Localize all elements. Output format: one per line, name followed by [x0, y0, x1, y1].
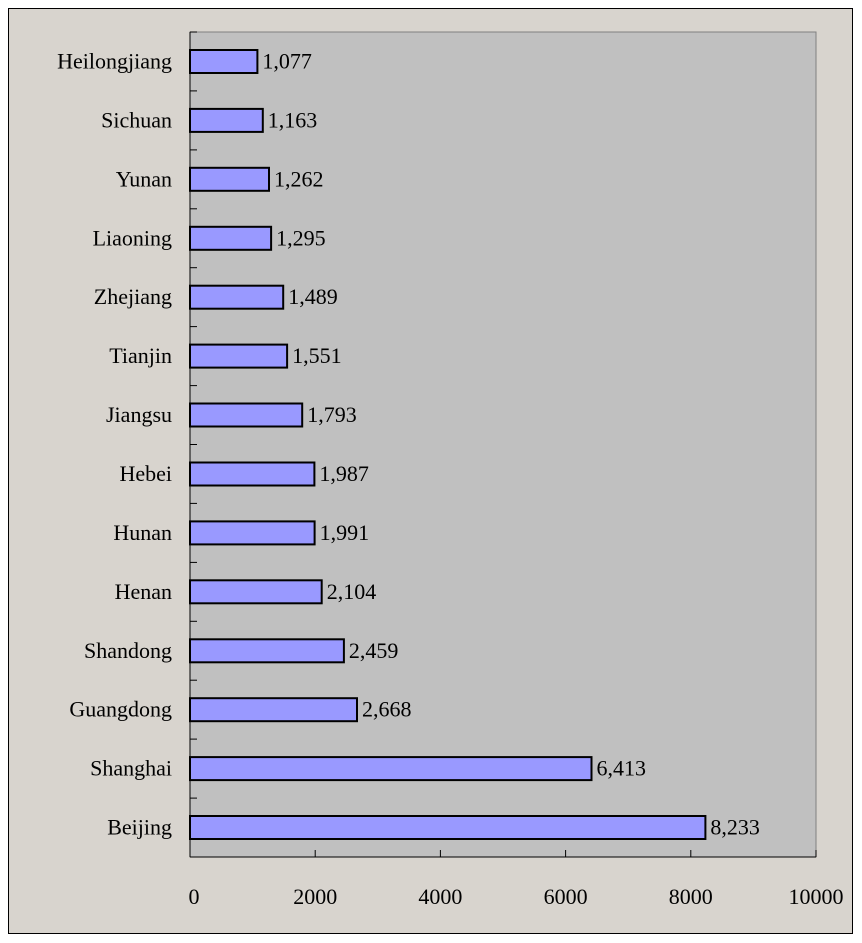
category-label: Heilongjiang	[57, 49, 172, 74]
bar-zhejiang	[189, 284, 285, 310]
value-label: 1,262	[274, 166, 324, 191]
x-tick-label: 6000	[544, 884, 588, 909]
category-label: Zhejiang	[94, 284, 172, 309]
category-label: Guangdong	[69, 697, 172, 722]
category-label: Shanghai	[90, 756, 172, 781]
category-label: Hunan	[113, 520, 172, 545]
x-tick-label: 8000	[669, 884, 713, 909]
value-label: 1,163	[268, 107, 318, 132]
x-tick-label: 10000	[789, 884, 844, 909]
category-label: Beijing	[107, 815, 172, 840]
category-label: Yunan	[116, 166, 172, 191]
value-label: 2,104	[327, 579, 377, 604]
bar-liaoning	[189, 225, 273, 251]
x-tick-label: 4000	[418, 884, 462, 909]
category-label: Shandong	[84, 638, 172, 663]
x-tick-label: 0	[189, 884, 200, 909]
bar-shandong	[189, 638, 345, 664]
bar-jiangsu	[189, 402, 304, 428]
bar-henan	[189, 579, 323, 605]
value-label: 1,987	[319, 461, 369, 486]
value-label: 2,459	[349, 638, 399, 663]
value-label: 8,233	[710, 815, 760, 840]
bar-heilongjiang	[189, 49, 259, 74]
category-label: Henan	[115, 579, 172, 604]
bar-shanghai	[189, 756, 593, 782]
value-label: 1,489	[288, 284, 338, 309]
bar-sichuan	[189, 107, 264, 133]
value-label: 1,793	[307, 402, 357, 427]
category-label: Sichuan	[101, 107, 172, 132]
value-label: 1,295	[276, 225, 326, 250]
category-label: Liaoning	[93, 225, 172, 250]
value-label: 6,413	[597, 756, 647, 781]
value-label: 1,991	[320, 520, 370, 545]
bar-beijing	[189, 815, 707, 840]
x-tick-label: 2000	[293, 884, 337, 909]
value-label: 1,077	[262, 49, 312, 74]
bar-hebei	[189, 461, 316, 487]
bar-hunan	[189, 520, 316, 546]
category-label: Hebei	[119, 461, 172, 486]
category-label: Tianjin	[109, 343, 172, 368]
bar-tianjin	[189, 343, 289, 369]
value-label: 2,668	[362, 697, 412, 722]
plot-area	[189, 31, 817, 858]
value-label: 1,551	[292, 343, 342, 368]
bar-yunan	[189, 166, 270, 192]
bar-guangdong	[189, 697, 358, 723]
category-label: Jiangsu	[106, 402, 172, 427]
